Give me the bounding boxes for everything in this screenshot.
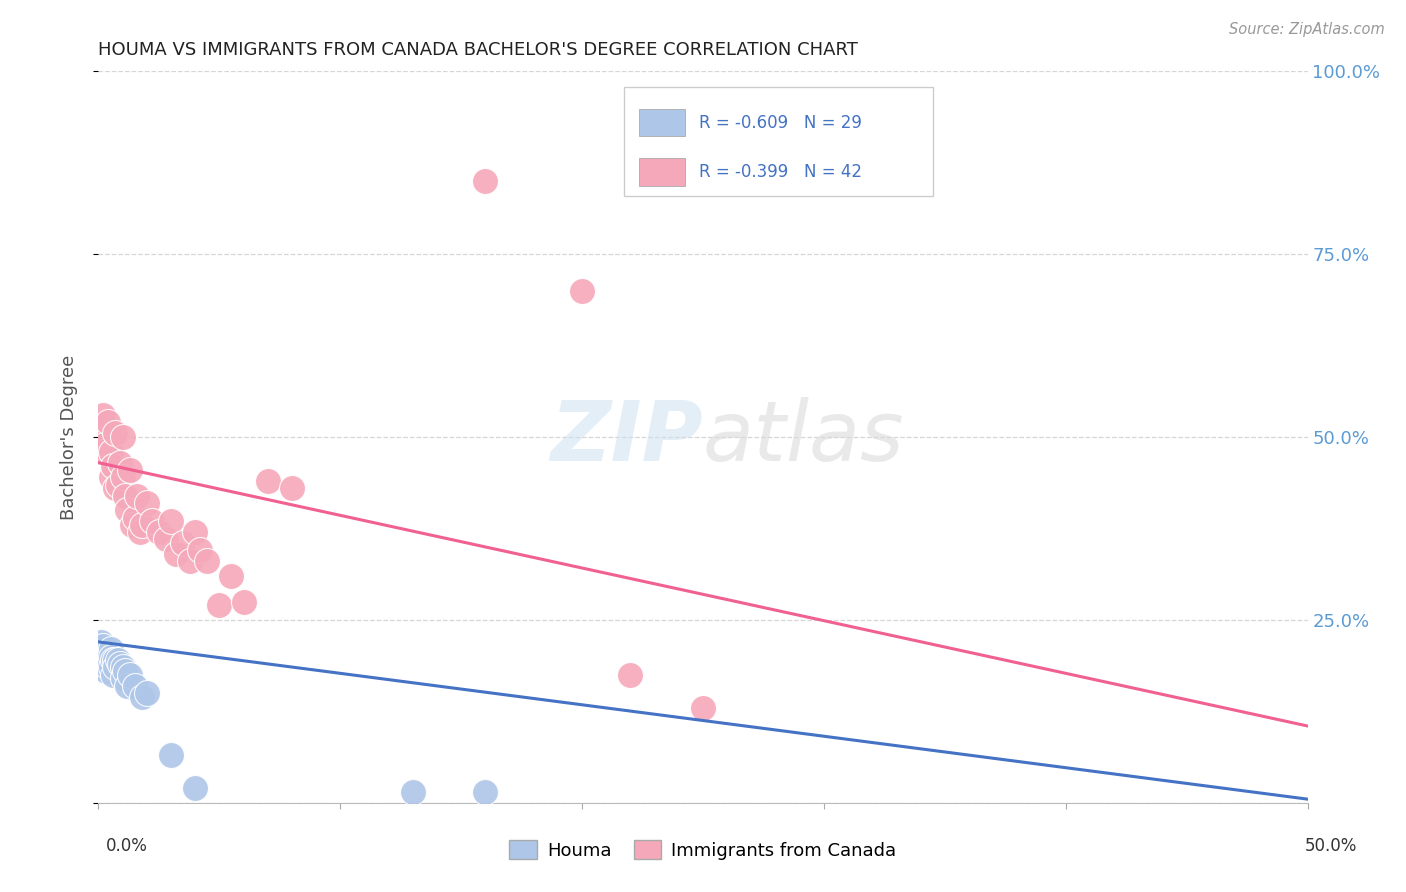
Text: 50.0%: 50.0%: [1305, 837, 1357, 855]
Point: [111, 660, 134, 674]
Point: [90, 423, 112, 437]
Point: [107, 477, 129, 491]
Point: [474, 785, 496, 799]
Point: [104, 426, 127, 441]
Point: [128, 525, 150, 540]
Point: [208, 599, 231, 613]
Point: [104, 481, 127, 495]
Point: [108, 456, 131, 470]
FancyBboxPatch shape: [624, 87, 932, 195]
FancyBboxPatch shape: [638, 159, 685, 186]
Point: [100, 470, 122, 484]
Point: [571, 284, 593, 298]
Point: [94, 437, 117, 451]
Point: [101, 667, 124, 681]
Point: [91, 653, 114, 667]
Point: [117, 679, 139, 693]
Point: [91, 444, 114, 458]
Legend: Houma, Immigrants from Canada: Houma, Immigrants from Canada: [502, 832, 904, 867]
Point: [111, 672, 134, 686]
Point: [127, 489, 149, 503]
Point: [195, 554, 218, 568]
Point: [111, 430, 134, 444]
Point: [172, 536, 194, 550]
FancyBboxPatch shape: [638, 109, 685, 136]
Point: [104, 660, 127, 674]
Point: [131, 690, 153, 704]
Point: [155, 533, 177, 547]
Point: [256, 474, 278, 488]
Point: [221, 569, 243, 583]
Point: [101, 459, 124, 474]
Point: [118, 667, 141, 681]
Text: HOUMA VS IMMIGRANTS FROM CANADA BACHELOR'S DEGREE CORRELATION CHART: HOUMA VS IMMIGRANTS FROM CANADA BACHELOR…: [98, 41, 858, 59]
Point: [188, 543, 211, 558]
Point: [692, 700, 714, 714]
Point: [131, 517, 153, 532]
Point: [91, 408, 114, 422]
Point: [402, 785, 425, 799]
Point: [124, 679, 146, 693]
Point: [121, 517, 143, 532]
Text: R = -0.609   N = 29: R = -0.609 N = 29: [699, 113, 862, 131]
Point: [100, 642, 122, 657]
Point: [141, 514, 163, 528]
Point: [111, 470, 134, 484]
Point: [619, 667, 641, 681]
Point: [100, 660, 122, 674]
Point: [94, 646, 117, 660]
Point: [118, 463, 141, 477]
Point: [148, 525, 170, 540]
Point: [97, 660, 120, 674]
Point: [160, 514, 183, 528]
Point: [107, 653, 129, 667]
Point: [97, 649, 120, 664]
Text: Source: ZipAtlas.com: Source: ZipAtlas.com: [1229, 22, 1385, 37]
Point: [101, 653, 124, 667]
Point: [135, 496, 157, 510]
Text: ZIP: ZIP: [550, 397, 703, 477]
Point: [108, 657, 131, 671]
Point: [114, 664, 136, 678]
Point: [179, 554, 201, 568]
Point: [165, 547, 187, 561]
Point: [100, 649, 122, 664]
Point: [232, 594, 254, 608]
Point: [124, 510, 146, 524]
Point: [474, 174, 496, 188]
Point: [184, 525, 207, 540]
Y-axis label: Bachelor's Degree: Bachelor's Degree: [59, 354, 77, 520]
Point: [114, 489, 136, 503]
Point: [100, 444, 122, 458]
Point: [135, 686, 157, 700]
Point: [97, 416, 120, 430]
Point: [160, 748, 183, 763]
Point: [94, 653, 117, 667]
Point: [117, 503, 139, 517]
Text: atlas: atlas: [703, 397, 904, 477]
Point: [90, 635, 112, 649]
Point: [184, 781, 207, 796]
Point: [104, 653, 127, 667]
Point: [281, 481, 304, 495]
Point: [91, 639, 114, 653]
Point: [94, 664, 117, 678]
Text: R = -0.399   N = 42: R = -0.399 N = 42: [699, 163, 862, 181]
Text: 0.0%: 0.0%: [105, 837, 148, 855]
